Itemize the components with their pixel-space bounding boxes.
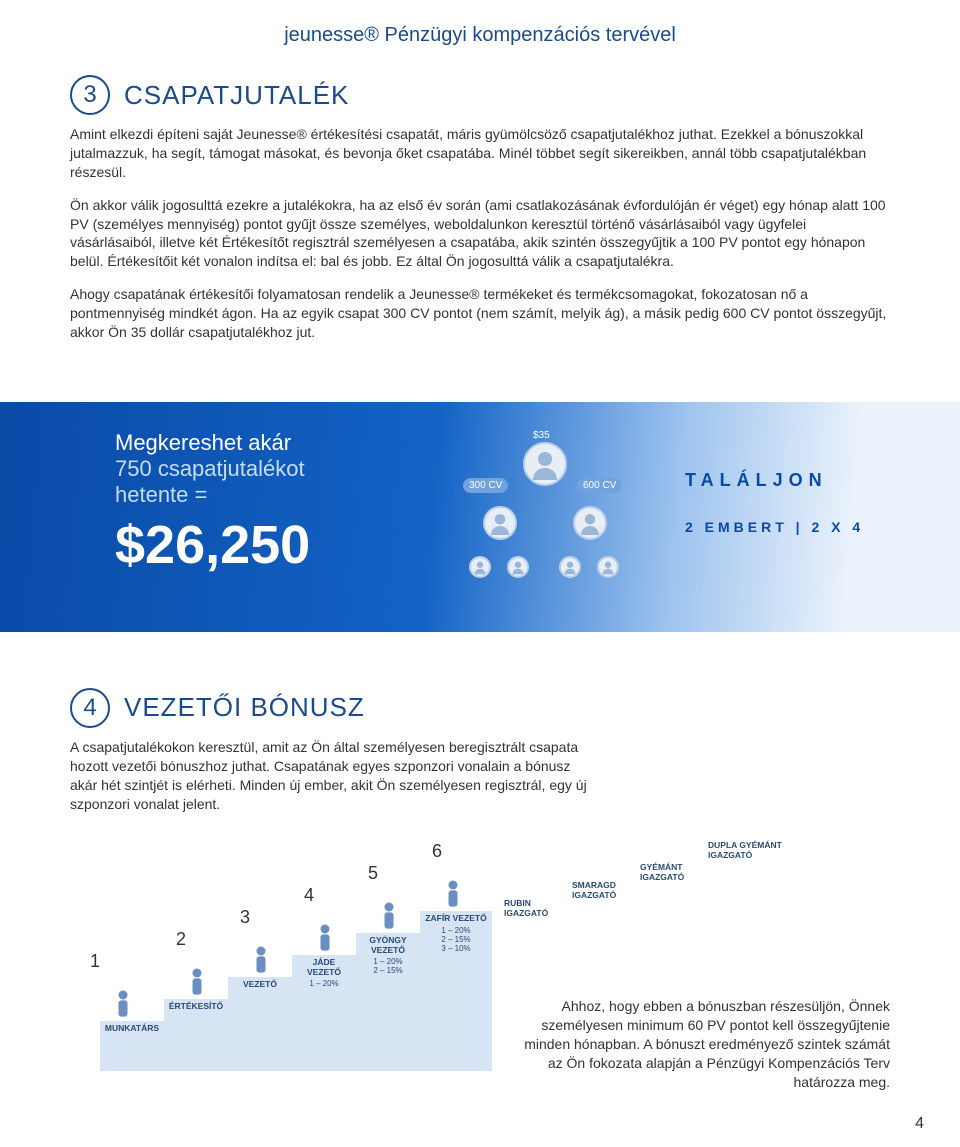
avatar-icon: [523, 442, 567, 486]
band-line2: 750 csapatjutalékot: [115, 456, 425, 482]
avatar-icon: [507, 556, 529, 578]
step-label: ZAFÍR VEZETŐ: [424, 914, 488, 923]
avatar-icon: [469, 556, 491, 578]
step-number: 3: [240, 907, 250, 928]
step-number: 2: [176, 929, 186, 950]
step-number: 1: [90, 951, 100, 972]
step-number: 5: [368, 863, 378, 884]
section3-number-circle: 3: [70, 75, 110, 115]
person-icon: [316, 923, 334, 953]
tag-600cv: 600 CV: [577, 478, 622, 493]
step-box: GYÖNGY VEZETŐ 1 – 20% 2 – 15%: [356, 933, 420, 1071]
person-icon: [444, 879, 462, 909]
step-pct: 1 – 20% 2 – 15%: [360, 957, 416, 975]
page-number: 4: [915, 1115, 924, 1133]
rank-label: SMARAGD IGAZGATÓ: [572, 881, 632, 900]
section4-head: 4 VEZETŐI BÓNUSZ: [70, 688, 890, 728]
section3-para2: Ön akkor válik jogosulttá ezekre a jutal…: [70, 196, 890, 272]
band-amount: $26,250: [115, 514, 425, 576]
band-tree: $35 300 CV 600 CV: [425, 430, 685, 632]
step-box: ZAFÍR VEZETŐ 1 – 20% 2 – 15% 3 – 10%: [420, 911, 492, 1071]
step-label: GYÖNGY VEZETŐ: [360, 936, 416, 955]
person-icon: [114, 989, 132, 1019]
section3-para3: Ahogy csapatának értékesítői folyamatosa…: [70, 285, 890, 342]
person-icon: [188, 967, 206, 997]
band-right: TALÁLJON 2 EMBERT | 2 X 4: [685, 430, 890, 632]
step-number: 6: [432, 841, 442, 862]
step-box: VEZETŐ: [228, 977, 292, 1071]
rank-label: GYÉMÁNT IGAZGATÓ: [640, 863, 700, 882]
section4-para1: A csapatjutalékokon keresztül, amit az Ö…: [70, 738, 590, 814]
section4-number-circle: 4: [70, 688, 110, 728]
tag-300cv: 300 CV: [463, 478, 508, 493]
step-pct: 1 – 20% 2 – 15% 3 – 10%: [424, 926, 488, 954]
avatar-icon: [483, 506, 517, 540]
section3-para1: Amint elkezdi építeni saját Jeunesse® ér…: [70, 125, 890, 182]
avatar-icon: [573, 506, 607, 540]
section3-head: 3 CSAPATJUTALÉK: [70, 75, 890, 115]
step-label: ÉRTÉKESÍTŐ: [168, 1002, 224, 1011]
step-box: ÉRTÉKESÍTŐ: [164, 999, 228, 1071]
avatar-icon: [597, 556, 619, 578]
step-box: MUNKATÁRS: [100, 1021, 164, 1071]
step-label: MUNKATÁRS: [104, 1024, 160, 1033]
step-number: 4: [304, 885, 314, 906]
step-box: JÁDE VEZETŐ 1 – 20%: [292, 955, 356, 1071]
section4-title: VEZETŐI BÓNUSZ: [124, 692, 365, 723]
section4-right-text: Ahhoz, hogy ebben a bónuszban részesüljö…: [520, 997, 890, 1091]
avatar-icon: [559, 556, 581, 578]
rank-label: RUBIN IGAZGATÓ: [504, 899, 564, 918]
stairs-diagram: 1 MUNKATÁRS 2 ÉRTÉKESÍTŐ 3 VEZETŐ 4 JÁDE…: [70, 821, 890, 1101]
section3-title: CSAPATJUTALÉK: [124, 80, 349, 111]
step-label: JÁDE VEZETŐ: [296, 958, 352, 977]
person-icon: [380, 901, 398, 931]
rank-label: DUPLA GYÉMÁNT IGAZGATÓ: [708, 841, 798, 860]
tag-35: $35: [533, 430, 550, 441]
person-icon: [252, 945, 270, 975]
band-left: Megkereshet akár 750 csapatjutalékot het…: [115, 430, 425, 632]
band-line3: hetente =: [115, 482, 425, 508]
step-label: VEZETŐ: [232, 980, 288, 989]
page-subtitle: jeunesse® Pénzügyi kompenzációs tervével: [70, 24, 890, 47]
band-line1: Megkereshet akár: [115, 430, 425, 456]
band-right-title: TALÁLJON: [685, 470, 890, 491]
step-pct: 1 – 20%: [296, 979, 352, 988]
band-right-sub: 2 EMBERT | 2 X 4: [685, 519, 890, 535]
section3-band: Megkereshet akár 750 csapatjutalékot het…: [0, 402, 960, 632]
